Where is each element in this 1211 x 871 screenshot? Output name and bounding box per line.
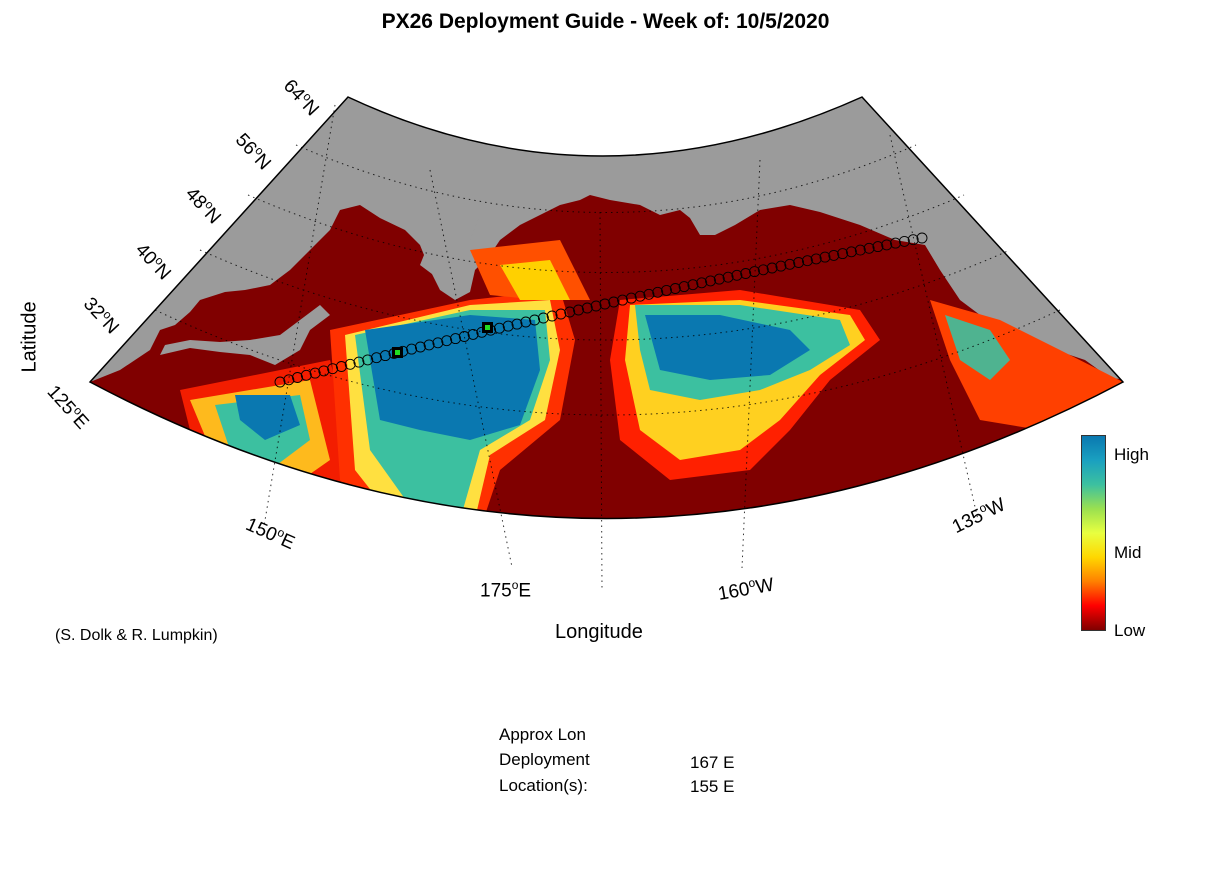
track-point: [872, 241, 884, 253]
track-point: [520, 316, 532, 328]
track-point: [432, 337, 444, 349]
land-asia: [420, 200, 480, 280]
track-point: [696, 277, 708, 289]
track-point: [467, 328, 479, 340]
track-point: [379, 350, 391, 362]
track-point: [845, 246, 857, 258]
track-point: [537, 312, 549, 324]
track-point: [450, 333, 461, 345]
track-point: [564, 306, 576, 318]
deployment-line1: Deployment: [499, 750, 590, 769]
track-point: [863, 242, 875, 254]
track-point: [625, 292, 637, 304]
track-point: [441, 335, 453, 347]
track-point: [414, 341, 426, 353]
track-point: [608, 296, 620, 308]
track-point: [661, 284, 672, 296]
track-point: [757, 264, 769, 276]
colorbar-label-mid: Mid: [1114, 543, 1142, 562]
track-point: [502, 320, 514, 332]
track-point: [353, 356, 365, 368]
track-point: [599, 298, 611, 310]
track-point: [793, 257, 805, 268]
track-point: [555, 308, 567, 320]
map-frame: [88, 96, 1125, 520]
track-point: [318, 365, 330, 377]
track-point: [784, 258, 796, 270]
track-point: [669, 283, 681, 294]
track-point: [801, 255, 813, 267]
track-point: [678, 281, 690, 293]
track-point: [775, 260, 787, 272]
track-point: [546, 310, 558, 322]
track-point: [722, 271, 734, 283]
track-point: [634, 290, 646, 302]
track-point: [854, 244, 866, 256]
track-point: [300, 369, 312, 381]
deployment-location: 155 E: [690, 777, 735, 796]
track-point: [344, 358, 356, 370]
track-point: [335, 361, 347, 372]
track-point: [617, 294, 628, 306]
credit-text: (S. Dolk & R. Lumpkin): [55, 627, 218, 644]
track-point: [837, 248, 849, 260]
deployment-marker-2: [482, 322, 493, 333]
colorbar: [1081, 435, 1106, 631]
track-point: [810, 253, 822, 265]
y-axis-label: Latitude: [18, 301, 41, 373]
track-point: [705, 275, 716, 287]
track-point: [898, 235, 910, 247]
track-point: [907, 234, 919, 246]
track-point: [740, 268, 752, 279]
track-point: [819, 251, 831, 263]
lon-tick: 175oE: [480, 578, 532, 602]
deployment-line2: Location(s):: [499, 776, 588, 795]
graticule: [154, 104, 1061, 591]
track-point: [362, 354, 374, 366]
track-point: [916, 232, 928, 244]
chart-title: PX26 Deployment Guide - Week of: 10/5/20…: [381, 10, 830, 33]
track-point: [406, 343, 418, 355]
land-north: [90, 97, 1123, 382]
track-point: [292, 372, 303, 383]
track-point: [529, 314, 541, 326]
track-point: [423, 339, 435, 351]
track-point: [890, 237, 901, 249]
track-point: [713, 273, 725, 285]
track-point: [371, 352, 382, 364]
land-japan: [160, 305, 330, 365]
track-point: [749, 266, 760, 278]
deployment-location: 167 E: [690, 753, 735, 772]
colorbar-label-high: High: [1114, 445, 1149, 464]
track-point: [493, 322, 505, 334]
track-point: [458, 331, 470, 342]
track-point: [881, 239, 893, 251]
track-point: [309, 367, 321, 379]
track-point: [283, 374, 295, 386]
track-point: [581, 302, 593, 314]
track-point: [766, 262, 778, 274]
track-point: [687, 279, 699, 291]
deployment-header: Approx Lon: [499, 725, 586, 744]
track-point: [590, 300, 602, 312]
track-point: [731, 269, 743, 281]
x-axis-label: Longitude: [555, 621, 643, 643]
track-point: [828, 249, 840, 261]
track-point: [511, 318, 523, 330]
track-point: [274, 376, 286, 388]
track-point: [573, 304, 584, 316]
track-point: [643, 288, 655, 300]
deployment-marker-1: [392, 347, 403, 358]
track-point: [652, 286, 664, 298]
track-point: [327, 363, 339, 375]
colorbar-label-low: Low: [1114, 621, 1146, 640]
